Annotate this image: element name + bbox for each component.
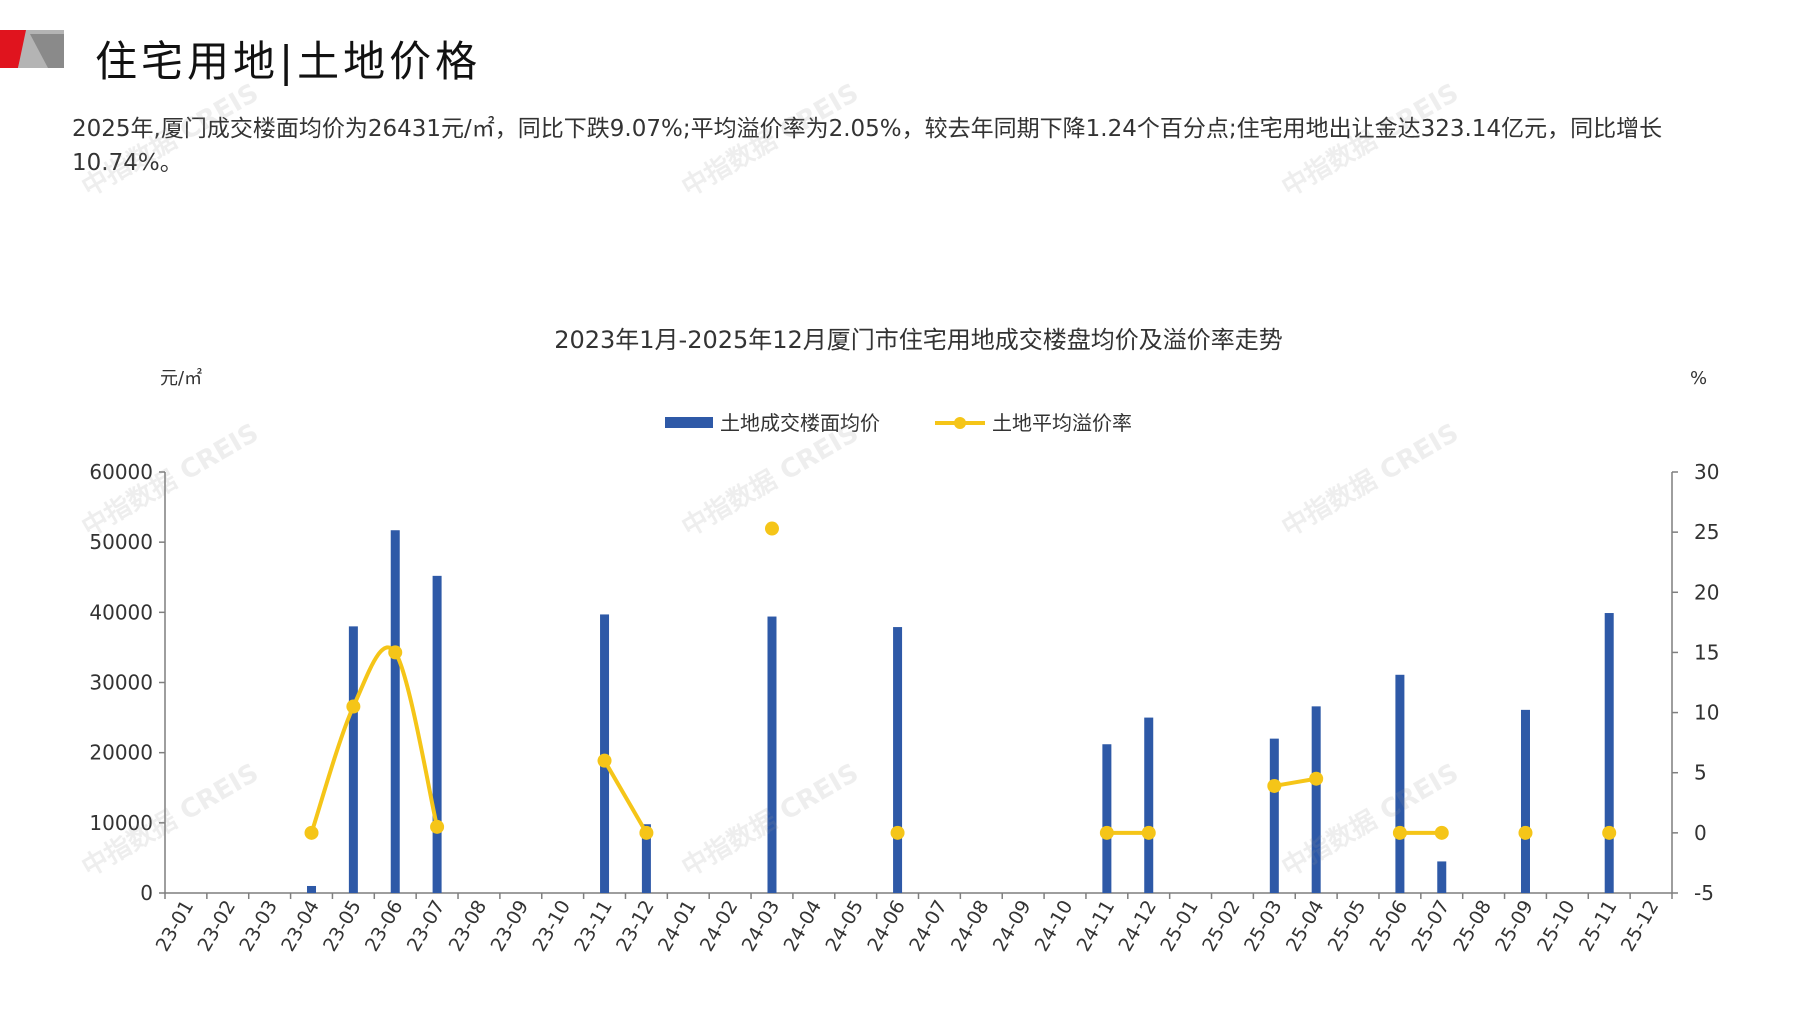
x-tick-label: 25-01 <box>1156 897 1203 956</box>
x-tick-label: 25-05 <box>1324 897 1371 956</box>
premium-point-23-06 <box>388 645 403 660</box>
x-tick-label: 24-11 <box>1073 897 1120 956</box>
bar-24-06 <box>893 627 903 893</box>
premium-point-23-04 <box>304 825 319 840</box>
x-tick-label: 23-05 <box>319 897 366 956</box>
bar-25-07 <box>1437 861 1447 893</box>
bar-23-05 <box>348 626 358 893</box>
x-tick-label: 24-08 <box>947 897 994 956</box>
y-left-tick-label: 10000 <box>89 811 153 835</box>
premium-point-23-12 <box>639 825 654 840</box>
x-tick-label: 24-07 <box>905 897 952 956</box>
premium-point-25-07 <box>1434 825 1449 840</box>
x-tick-label: 24-10 <box>1031 897 1078 956</box>
x-tick-label: 23-03 <box>235 897 282 956</box>
bar-25-09 <box>1520 709 1530 893</box>
legend-bar-swatch <box>665 417 713 428</box>
x-tick-label: 23-08 <box>445 897 492 956</box>
bar-23-04 <box>307 885 317 893</box>
x-tick-label: 25-12 <box>1617 897 1664 956</box>
bar-25-06 <box>1395 674 1405 893</box>
x-tick-label: 24-01 <box>654 897 701 956</box>
premium-point-24-12 <box>1141 825 1156 840</box>
summary-text: 2025年,厦门成交楼面均价为26431元/㎡，同比下跌9.07%;平均溢价率为… <box>72 116 1663 176</box>
chart-title: 2023年1月-2025年12月厦门市住宅用地成交楼盘均价及溢价率走势 <box>554 326 1283 354</box>
bar-24-11 <box>1102 744 1112 893</box>
y-axis-left-unit: 元/㎡ <box>160 367 202 389</box>
x-tick-label: 23-06 <box>361 897 408 956</box>
brand-logo-icon <box>0 30 64 68</box>
page-header: 住宅用地|土地价格 <box>0 26 600 86</box>
x-tick-label: 24-03 <box>738 897 785 956</box>
x-tick-label: 25-03 <box>1240 897 1287 956</box>
legend-line-marker <box>954 417 966 429</box>
premium-point-23-11 <box>597 753 612 768</box>
x-tick-label: 24-02 <box>696 897 743 956</box>
page-title: 住宅用地|土地价格 <box>95 37 482 86</box>
x-tick-label: 23-09 <box>486 897 533 956</box>
x-tick-label: 23-10 <box>528 897 575 956</box>
x-tick-label: 23-12 <box>612 897 659 956</box>
y-right-tick-label: 30 <box>1694 460 1719 484</box>
x-tick-label: 24-12 <box>1114 897 1161 956</box>
legend-bar-label: 土地成交楼面均价 <box>720 411 880 435</box>
bar-24-03 <box>767 616 777 893</box>
bar-25-11 <box>1604 613 1614 893</box>
premium-point-25-03 <box>1267 778 1282 793</box>
premium-line-segment <box>309 645 440 834</box>
y-right-tick-label: 0 <box>1694 821 1707 845</box>
x-tick-label: 25-07 <box>1407 897 1454 956</box>
bar-23-07 <box>432 575 442 893</box>
x-tick-label: 25-09 <box>1491 897 1538 956</box>
premium-point-24-03 <box>764 521 779 536</box>
y-right-tick-label: 15 <box>1694 640 1719 664</box>
premium-point-25-11 <box>1602 825 1617 840</box>
x-tick-label: 25-11 <box>1575 897 1622 956</box>
y-right-tick-label: 10 <box>1694 701 1719 725</box>
x-tick-label: 25-10 <box>1533 897 1580 956</box>
x-tick-label: 23-11 <box>570 897 617 956</box>
y-right-tick-label: 20 <box>1694 580 1719 604</box>
y-left-tick-label: 20000 <box>89 741 153 765</box>
premium-point-24-06 <box>890 825 905 840</box>
bar-25-04 <box>1311 706 1321 893</box>
bar-24-12 <box>1144 717 1154 893</box>
premium-point-24-11 <box>1099 825 1114 840</box>
y-left-tick-label: 0 <box>140 881 153 905</box>
legend-line-label: 土地平均溢价率 <box>992 411 1132 435</box>
y-left-tick-label: 30000 <box>89 671 153 695</box>
x-tick-label: 23-07 <box>403 897 450 956</box>
y-axis-right-unit: % <box>1690 368 1707 389</box>
x-tick-label: 25-02 <box>1198 897 1245 956</box>
x-tick-label: 23-02 <box>193 897 240 956</box>
x-tick-label: 25-08 <box>1449 897 1496 956</box>
x-tick-label: 23-01 <box>152 897 199 956</box>
x-tick-label: 24-05 <box>821 897 868 956</box>
premium-point-23-07 <box>430 819 445 834</box>
y-left-tick-label: 50000 <box>89 530 153 554</box>
premium-point-25-06 <box>1392 825 1407 840</box>
x-tick-label: 24-09 <box>989 897 1036 956</box>
x-tick-label: 24-04 <box>780 897 827 956</box>
premium-point-25-04 <box>1309 771 1324 786</box>
premium-point-25-09 <box>1518 825 1533 840</box>
bar-23-12 <box>641 824 651 893</box>
x-tick-label: 23-04 <box>277 897 324 956</box>
bar-25-03 <box>1269 738 1279 893</box>
y-right-tick-label: 5 <box>1694 761 1707 785</box>
y-left-tick-label: 60000 <box>89 460 153 484</box>
bar-23-06 <box>390 530 400 893</box>
y-right-tick-label: -5 <box>1694 881 1714 905</box>
y-right-tick-label: 25 <box>1694 520 1719 544</box>
x-tick-label: 25-06 <box>1366 897 1413 956</box>
x-tick-label: 25-04 <box>1282 897 1329 956</box>
premium-line-segment <box>602 759 649 834</box>
x-tick-label: 24-06 <box>863 897 910 956</box>
y-left-tick-label: 40000 <box>89 600 153 624</box>
premium-point-23-05 <box>346 699 361 714</box>
